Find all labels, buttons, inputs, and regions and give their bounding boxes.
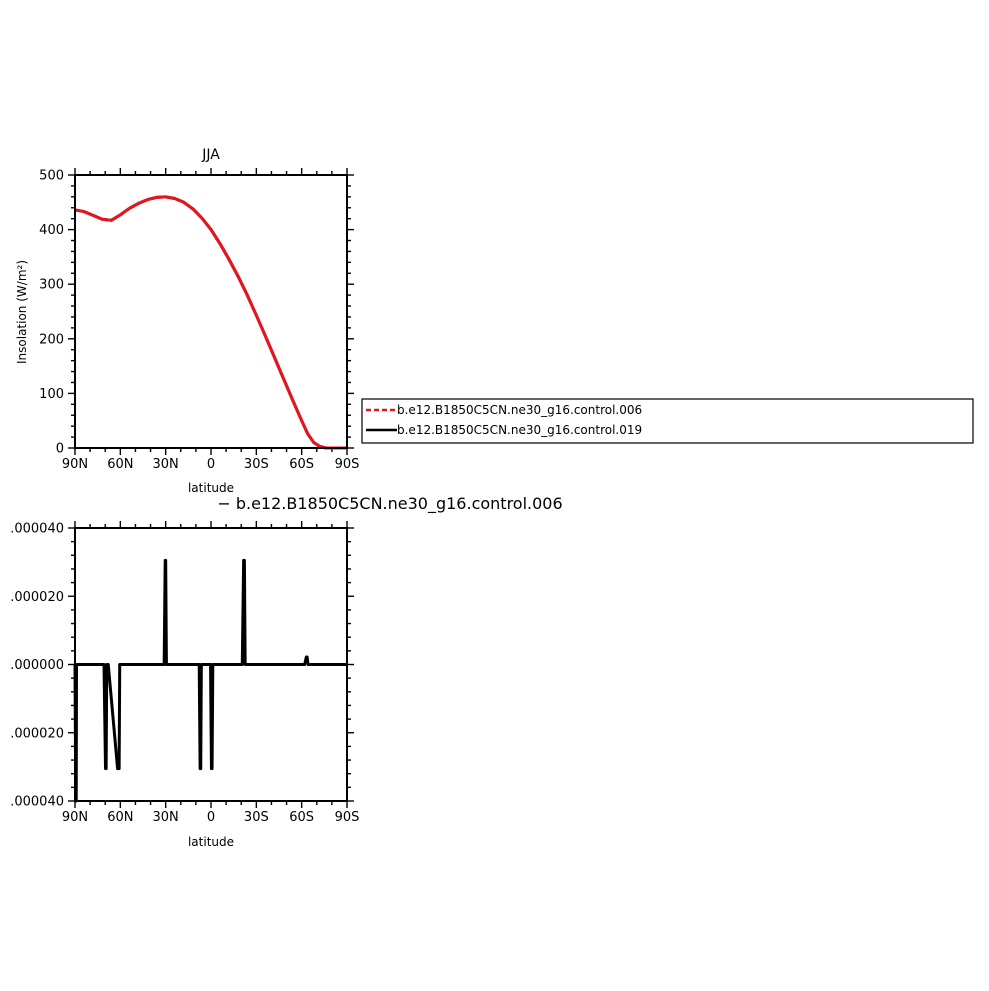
y-tick-label: .000020 bbox=[10, 726, 64, 741]
plot-frame bbox=[74, 527, 348, 802]
tick-labels: 90N 60N 30N 0 30S 60S 90S .000040 .000020 .000000… bbox=[10, 522, 359, 826]
y-axis-title: Insolation (W/m²) bbox=[15, 260, 29, 364]
plot-frame bbox=[74, 174, 348, 449]
series-lines bbox=[74, 195, 347, 450]
series-line bbox=[74, 195, 347, 450]
y-tick-label: .000020 bbox=[10, 590, 64, 605]
x-axis-title: latitude bbox=[188, 481, 234, 495]
legend-box bbox=[361, 398, 974, 444]
series-lines bbox=[73, 558, 347, 803]
y-tick-label: 400 bbox=[39, 223, 64, 238]
tick-marks bbox=[68, 168, 354, 455]
series-line bbox=[73, 558, 347, 803]
x-tick-label: 0 bbox=[207, 810, 215, 825]
x-tick-label: 0 bbox=[207, 457, 215, 472]
x-tick-label: 30S bbox=[244, 457, 269, 472]
y-tick-label: .000000 bbox=[10, 658, 64, 673]
tick-labels: 90N 60N 30N 0 30S 60S 90S 0 100 200 300 400 500 bbox=[39, 169, 359, 473]
x-tick-label: 60S bbox=[289, 810, 314, 825]
y-tick-label: .000040 bbox=[10, 522, 64, 537]
legend-label-2: b.e12.B1850C5CN.ne30_g16.control.019 bbox=[397, 423, 642, 437]
series-line bbox=[74, 195, 347, 450]
x-tick-label: 30S bbox=[244, 810, 269, 825]
insolation-panel: JJA Insolation (W/m²) latitude 90N 60N 30N… bbox=[15, 147, 359, 495]
y-tick-label: .000040 bbox=[10, 795, 64, 810]
y-tick-label: 0 bbox=[56, 442, 64, 457]
x-tick-label: 30N bbox=[153, 810, 179, 825]
x-tick-label: 60S bbox=[289, 457, 314, 472]
legend-label-1: b.e12.B1850C5CN.ne30_g16.control.006 bbox=[397, 403, 642, 417]
x-tick-label: 30N bbox=[153, 457, 179, 472]
x-tick-label: 90N bbox=[62, 810, 88, 825]
y-tick-label: 200 bbox=[39, 332, 64, 347]
x-tick-label: 90S bbox=[335, 457, 360, 472]
x-tick-label: 60N bbox=[107, 457, 133, 472]
x-tick-label: 90N bbox=[62, 457, 88, 472]
x-tick-label: 90S bbox=[335, 810, 360, 825]
x-axis-title: latitude bbox=[188, 835, 234, 849]
difference-title: − b.e12.B1850C5CN.ne30_g16.control.006 bbox=[217, 494, 562, 514]
y-tick-label: 100 bbox=[39, 387, 64, 402]
legend: b.e12.B1850C5CN.ne30_g16.control.006 b.e… bbox=[361, 398, 974, 444]
y-tick-label: 300 bbox=[39, 278, 64, 293]
y-tick-label: 500 bbox=[39, 169, 64, 184]
plot-title: JJA bbox=[201, 147, 220, 163]
x-tick-label: 60N bbox=[107, 810, 133, 825]
difference-panel: − b.e12.B1850C5CN.ne30_g16.control.006 l… bbox=[10, 494, 562, 849]
